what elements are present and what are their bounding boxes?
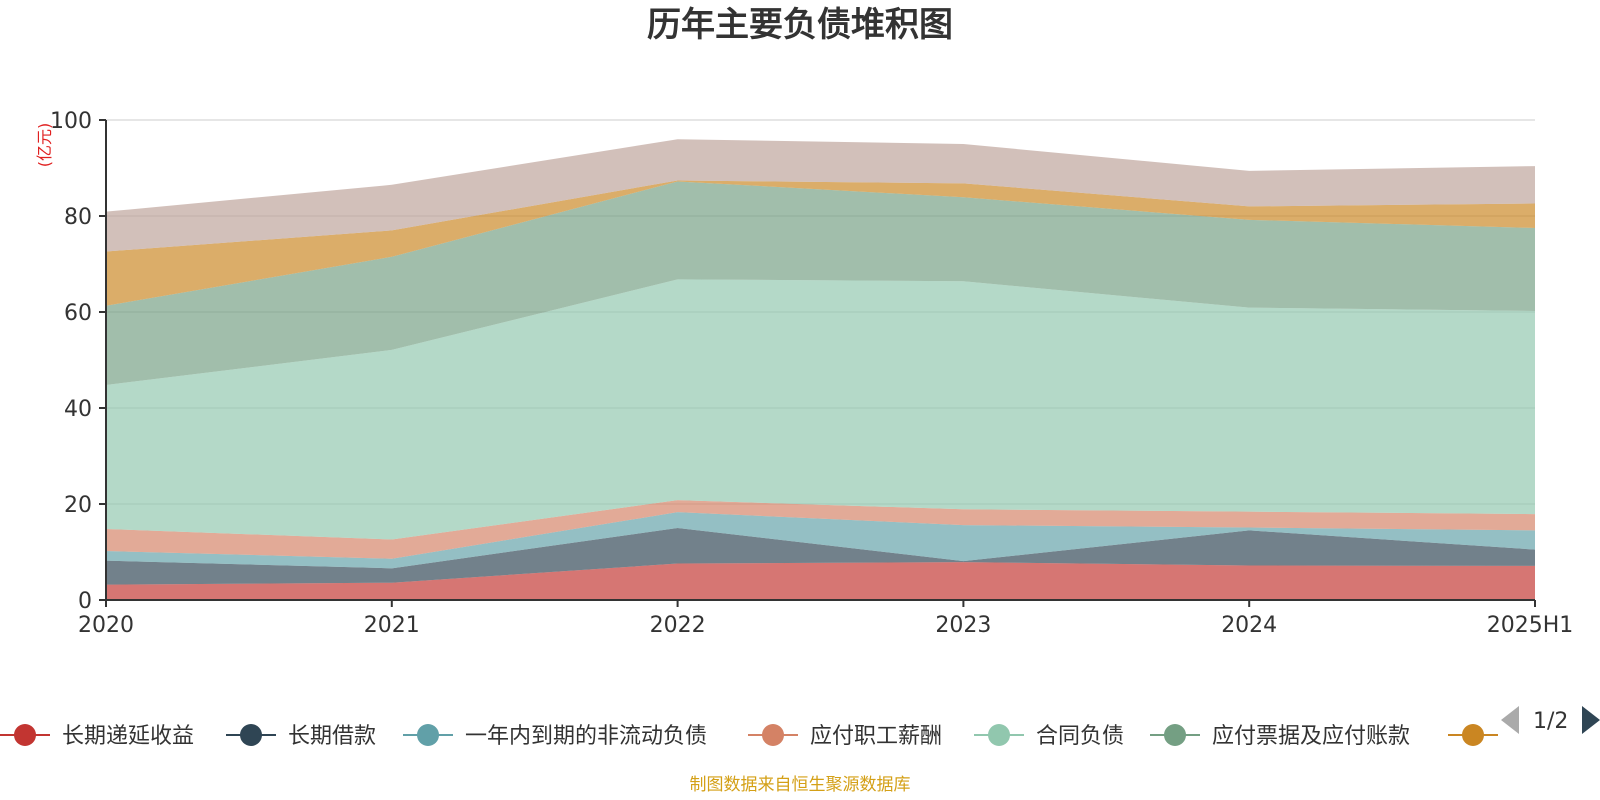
y-tick-label: 0 (78, 589, 92, 614)
legend-item-4[interactable]: 应付职工薪酬 (748, 724, 942, 749)
legend-marker-icon (417, 724, 439, 746)
legend-item-7[interactable] (1448, 724, 1498, 746)
legend-marker-icon (762, 724, 784, 746)
data-source-note: 制图数据来自恒生聚源数据库 (690, 775, 911, 795)
legend-label: 长期借款 (288, 724, 376, 749)
legend-pager: 1/2 (1501, 706, 1600, 734)
x-tick-label: 2023 (935, 613, 991, 638)
x-tick-label: 2025H1 (1487, 613, 1574, 638)
y-tick-label: 60 (64, 301, 92, 326)
legend-item-5[interactable]: 合同负债 (974, 724, 1124, 749)
area-series-4 (106, 500, 1535, 559)
legend-item-6[interactable]: 应付票据及应付账款 (1150, 724, 1410, 749)
y-tick-label: 20 (64, 493, 92, 518)
legend-page-indicator: 1/2 (1533, 709, 1568, 734)
area-series-8 (106, 139, 1535, 252)
legend-item-2[interactable]: 长期借款 (226, 724, 376, 749)
area-series-3 (106, 512, 1535, 569)
legend-marker-icon (988, 724, 1010, 746)
legend-marker-icon (14, 724, 36, 746)
legend-marker-icon (1462, 724, 1484, 746)
legend-label: 应付票据及应付账款 (1212, 724, 1410, 749)
area-series-1 (106, 562, 1535, 600)
area-series-6 (106, 181, 1535, 385)
x-tick-label: 2024 (1221, 613, 1277, 638)
area-series-7 (106, 180, 1535, 306)
area-series-2 (106, 528, 1535, 585)
area-series-5 (106, 279, 1535, 540)
y-axis-unit-label: (亿元) (35, 123, 54, 168)
x-tick-label: 2021 (364, 613, 420, 638)
legend-marker-icon (1164, 724, 1186, 746)
legend-prev-page-icon[interactable] (1501, 706, 1519, 734)
y-tick-label: 100 (50, 109, 92, 134)
legend-next-page-icon[interactable] (1582, 706, 1600, 734)
legend-marker-icon (240, 724, 262, 746)
legend-label: 合同负债 (1036, 724, 1124, 749)
area-series (106, 139, 1535, 600)
legend-item-1[interactable]: 长期递延收益 (0, 724, 194, 749)
x-tick-label: 2020 (78, 613, 134, 638)
chart-title: 历年主要负债堆积图 (647, 5, 953, 45)
legend-label: 长期递延收益 (62, 724, 194, 749)
y-tick-label: 40 (64, 397, 92, 422)
x-tick-label: 2022 (650, 613, 706, 638)
axes: 2020 2021 2022 2023 2024 2025H1 (78, 119, 1574, 638)
legend-label: 一年内到期的非流动负债 (465, 724, 707, 749)
legend-label: 应付职工薪酬 (810, 724, 942, 749)
legend-item-3[interactable]: 一年内到期的非流动负债 (403, 724, 707, 749)
legend: 长期递延收益 长期借款 一年内到期的非流动负债 应付职工薪酬 合同负债 应付票据及应付账款 (0, 724, 1498, 749)
y-tick-label: 80 (64, 205, 92, 230)
